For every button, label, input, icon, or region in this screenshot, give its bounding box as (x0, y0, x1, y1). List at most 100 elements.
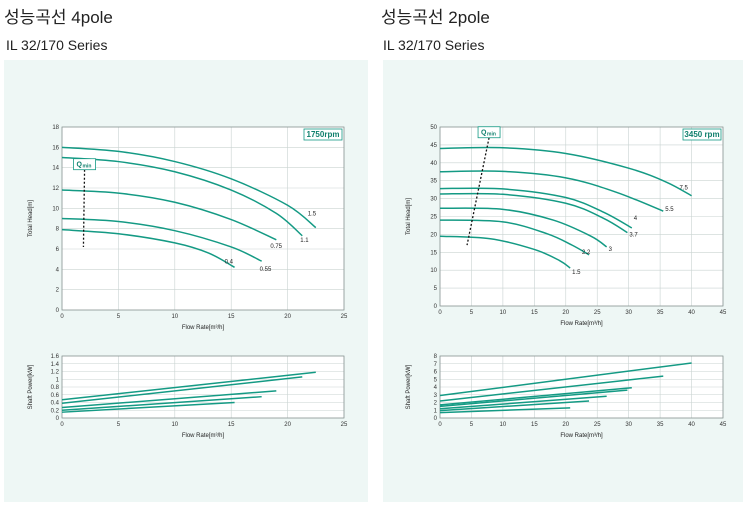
power-2pole-ylabel: Shaft Power[kW] (406, 364, 412, 409)
head-2pole-ytick-label: 20 (430, 232, 437, 238)
head-2pole-speed-label: 3450 rpm (684, 130, 719, 139)
power-2pole-series-7.5 (439, 362, 692, 397)
head-2pole-xtick-label: 25 (594, 310, 601, 316)
head-2pole-ytick-label: 5 (434, 286, 438, 292)
power-4pole-ytick-label: 0.4 (51, 401, 60, 407)
power-4pole-plot-border (61, 355, 345, 419)
power-2pole-xtick-label: 35 (657, 422, 664, 428)
head-4pole-qmin-sub: min (83, 164, 92, 170)
head-4pole-chart: 0 5 10 15 20 25 0 2 4 6 8 10 12 14 16 18 Flow Rate[m³/h]… (28, 125, 348, 331)
head-4pole-ytick-label: 8 (56, 227, 60, 233)
head-2pole-plot-border (439, 126, 724, 307)
head-2pole-qmin-badge (477, 126, 501, 139)
power-2pole-xtick-label: 40 (688, 422, 695, 428)
power-4pole-xtick-label: 0 (60, 422, 64, 428)
head-4pole-ylabel: Total Head[m] (28, 200, 34, 237)
head-4pole-plot-area (62, 127, 344, 310)
head-2pole-series-label: 1.5 (572, 270, 581, 276)
head-2pole-ytick-label: 35 (430, 179, 437, 185)
head-2pole-xtick-label: 0 (438, 310, 442, 316)
head-2pole-series-label: 3 (609, 247, 613, 253)
power-2pole-series-3 (439, 395, 607, 410)
power-2pole-ytick-label: 3 (434, 393, 438, 399)
head-4pole-ytick-label: 0 (56, 308, 60, 314)
head-2pole-chart: 0 5 10 15 20 25 30 35 40 45 0 5 10 15 20 25 30 35 40 45 50 Fl… (406, 125, 727, 327)
head-2pole-xtick-label: 30 (625, 310, 632, 316)
power-4pole-ytick-label: 0.6 (51, 393, 60, 399)
head-2pole-ytick-label: 15 (430, 250, 437, 256)
head-4pole-ytick-label: 12 (52, 186, 59, 192)
power-2pole-ytick-label: 7 (434, 362, 438, 368)
power-4pole-ytick-label: 1.6 (51, 354, 60, 360)
power-2pole-plot-border (439, 355, 724, 419)
head-2pole-series-label: 3.7 (629, 233, 638, 239)
head-4pole-xtick-label: 15 (228, 314, 235, 320)
head-2pole-ytick-label: 0 (434, 304, 438, 310)
head-2pole-series-label: 5.5 (665, 207, 674, 213)
head-4pole-series-label: 0.55 (260, 267, 272, 273)
head-2pole-series-4 (439, 187, 633, 229)
head-4pole-series-label: 0.4 (225, 259, 234, 265)
power-2pole-xtick-label: 0 (438, 422, 442, 428)
head-2pole-series-1.5 (439, 235, 571, 269)
head-2pole-xtick-label: 5 (470, 310, 474, 316)
head-4pole-xtick-label: 25 (341, 314, 348, 320)
power-4pole-xtick-label: 5 (117, 422, 121, 428)
power-4pole-xtick-label: 20 (284, 422, 291, 428)
power-2pole-series-5.5 (439, 375, 664, 402)
head-4pole-xtick-label: 10 (171, 314, 178, 320)
power-4pole-series-0.55 (61, 395, 262, 411)
power-2pole-series-3.7 (439, 389, 628, 408)
head-4pole-series-0.4 (61, 228, 235, 268)
head-4pole-qmin-badge (73, 158, 96, 171)
head-2pole-xtick-label: 45 (720, 310, 727, 316)
power-2pole-ytick-label: 0 (434, 416, 438, 422)
head-4pole-series-0.75 (61, 189, 277, 241)
head-2pole-xtick-label: 10 (500, 310, 507, 316)
head-2pole-series-2.2 (439, 219, 590, 256)
head-2pole-qmin-sub: min (487, 132, 496, 138)
head-2pole-ytick-label: 45 (430, 143, 437, 149)
power-2pole-ytick-label: 2 (434, 401, 438, 407)
power-4pole-ytick-label: 0 (56, 416, 60, 422)
power-2pole-series-2.2 (439, 400, 590, 412)
head-2pole-xtick-label: 15 (531, 310, 538, 316)
head-4pole-series-label: 1.5 (308, 212, 317, 218)
power-4pole-ytick-label: 1 (56, 377, 60, 383)
head-4pole-series-label: 1.1 (300, 238, 309, 244)
head-2pole-ytick-label: 40 (430, 161, 437, 167)
power-2pole-ytick-label: 5 (434, 377, 438, 383)
head-4pole-series-1.5 (61, 146, 317, 229)
left-panel-subtitle: IL 32/170 Series (6, 37, 108, 53)
head-2pole-series-label: 2.2 (582, 250, 591, 256)
head-4pole-series-1.1 (61, 156, 303, 237)
power-2pole-xtick-label: 10 (500, 422, 507, 428)
power-4pole-series-0.4 (61, 401, 235, 413)
power-2pole-xtick-label: 45 (720, 422, 727, 428)
head-4pole-ytick-label: 16 (52, 145, 59, 151)
head-4pole-series-label: 0.75 (270, 244, 282, 250)
power-4pole-ytick-label: 0.2 (51, 408, 60, 414)
head-2pole-ytick-label: 30 (430, 197, 437, 203)
power-2pole-ytick-label: 4 (434, 385, 438, 391)
head-4pole-speed-label: 1750rpm (307, 130, 340, 139)
power-4pole-chart: 0 5 10 15 20 25 0 0.20.4 0.6 0.8 11.2 1.4 1.6 Flow Ra… (28, 354, 348, 439)
power-4pole-series-1.1 (61, 376, 303, 405)
power-4pole-ytick-label: 0.8 (51, 385, 60, 391)
head-4pole-xlabel: Flow Rate[m³/h] (182, 325, 225, 331)
power-2pole-xtick-label: 20 (562, 422, 569, 428)
head-2pole-series-3 (439, 207, 608, 248)
head-2pole-xtick-label: 40 (688, 310, 695, 316)
power-4pole-ytick-label: 1.2 (51, 370, 60, 376)
head-4pole-ytick-label: 4 (56, 267, 60, 273)
head-2pole-series-label: 7.5 (680, 186, 689, 192)
power-4pole-series-1.5 (61, 371, 316, 401)
head-4pole-ytick-label: 10 (52, 206, 59, 212)
power-2pole-xtick-label: 30 (625, 422, 632, 428)
power-2pole-ytick-label: 1 (434, 408, 438, 414)
head-4pole-series-0.55 (61, 217, 262, 262)
head-2pole-series-7.5 (439, 146, 692, 197)
power-4pole-xlabel: Flow Rate[m³/h] (182, 433, 225, 439)
head-2pole-xtick-label: 35 (657, 310, 664, 316)
